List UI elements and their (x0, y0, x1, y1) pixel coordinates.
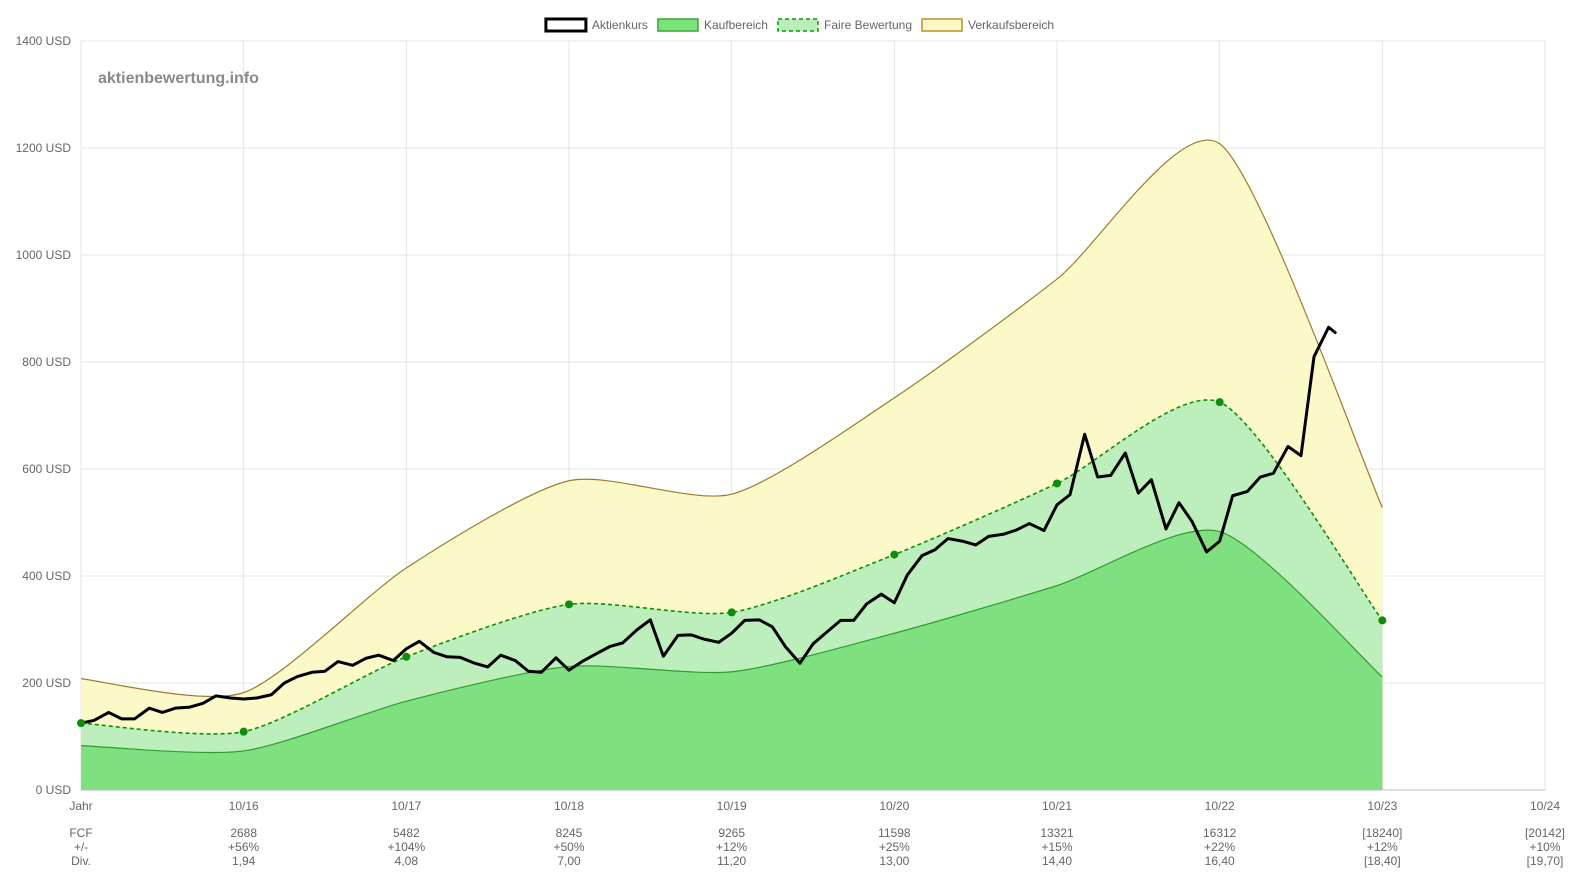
table-cell: +15% (1041, 840, 1072, 854)
fair-value-point (1215, 398, 1224, 407)
table-cell: 1,94 (232, 854, 256, 868)
x-tick-label: 10/22 (1205, 799, 1235, 813)
legend-label: Aktienkurs (592, 18, 648, 32)
table-cell: +12% (1367, 840, 1398, 854)
y-tick-label: 1400 USD (16, 34, 72, 48)
legend-label: Verkaufsbereich (968, 18, 1054, 32)
table-cell: 13321 (1040, 826, 1074, 840)
kaufbereich-area (81, 530, 1383, 790)
table-cell: 5482 (393, 826, 420, 840)
y-tick-label: 0 USD (36, 783, 72, 797)
series-lines (79, 139, 1383, 754)
legend-item: Aktienkurs (544, 17, 648, 33)
table-cell: 11598 (878, 826, 911, 840)
y-tick-label: 200 USD (22, 676, 71, 690)
table-cell: +104% (387, 840, 425, 854)
data-table: FCF 2688 5482 8245 9265 11598 13321 16312 [18240… (69, 826, 1565, 868)
legend-swatch (777, 18, 819, 32)
x-tick-label: 10/19 (717, 799, 747, 813)
table-cell: +12% (716, 840, 747, 854)
legend-item: Faire Bewertung (777, 18, 912, 32)
table-cell: 16,40 (1205, 854, 1235, 868)
x-tick-label: 10/16 (229, 799, 259, 813)
table-cell: 4,08 (395, 854, 419, 868)
legend-label: Kaufbereich (704, 18, 768, 32)
x-tick-label: 10/21 (1042, 799, 1072, 813)
aktienkurs-line (79, 325, 1337, 725)
table-cell: +22% (1204, 840, 1235, 854)
x-tick-label: Jahr (69, 799, 92, 813)
x-tick-label: 10/17 (391, 799, 421, 813)
table-row-label: Div. (71, 854, 91, 868)
table-cell: 2688 (230, 826, 257, 840)
table-cell: 14,40 (1042, 854, 1072, 868)
y-tick-label: 1000 USD (16, 248, 72, 262)
table-cell: 9265 (718, 826, 745, 840)
table-cell: +50% (553, 840, 584, 854)
table-row-label: FCF (69, 826, 92, 840)
legend-swatch (657, 18, 699, 32)
verkaufsbereich-line (80, 139, 1383, 697)
table-cell: 13,00 (879, 854, 909, 868)
fair-value-points (77, 398, 1387, 736)
legend-swatch (921, 18, 963, 32)
fair-value-point (1378, 616, 1387, 625)
valuation-areas (81, 140, 1383, 791)
table-row-label: +/- (74, 840, 88, 854)
fair-value-point (565, 600, 573, 609)
fair-value-point (239, 727, 248, 736)
fair-value-point (77, 719, 85, 728)
kaufbereich-line (80, 529, 1383, 754)
table-cell: +56% (228, 840, 259, 854)
table-cell: [20142] (1525, 826, 1565, 840)
table-cell: +25% (879, 840, 910, 854)
x-tick-label: 10/24 (1530, 799, 1560, 813)
x-tick-label: 10/23 (1367, 799, 1397, 813)
table-cell: [18,40] (1364, 854, 1401, 868)
table-cell: [19,70] (1527, 854, 1564, 868)
table-cell: 8245 (556, 826, 583, 840)
fair-value-point (727, 608, 736, 617)
fair-value-point (890, 550, 899, 559)
table-cell: +10% (1529, 840, 1560, 854)
legend-label: Faire Bewertung (824, 18, 912, 32)
table-cell: 16312 (1203, 826, 1237, 840)
fair-value-point (1053, 479, 1061, 488)
watermark: aktienbewertung.info (98, 70, 259, 87)
x-tick-label: 10/18 (554, 799, 584, 813)
table-cell: 7,00 (557, 854, 581, 868)
x-tick-label: 10/20 (879, 799, 909, 813)
axes: 0 USD 200 USD 400 USD 600 USD 800 USD 1000 US… (16, 34, 1561, 813)
table-cell: 11,20 (717, 854, 746, 868)
legend-item: Verkaufsbereich (921, 18, 1054, 32)
faire-bewertung-line (80, 399, 1383, 735)
y-tick-label: 800 USD (22, 355, 71, 369)
legend-item: Kaufbereich (657, 18, 768, 32)
y-tick-label: 400 USD (22, 569, 71, 583)
table-cell: [18240] (1362, 826, 1402, 840)
fair-value-point (402, 652, 411, 661)
y-tick-label: 1200 USD (16, 141, 72, 155)
y-tick-label: 600 USD (22, 462, 71, 476)
legend-swatch (544, 17, 588, 33)
legend: Aktienkurs Kaufbereich Faire Bewertung Verk… (544, 17, 1054, 33)
